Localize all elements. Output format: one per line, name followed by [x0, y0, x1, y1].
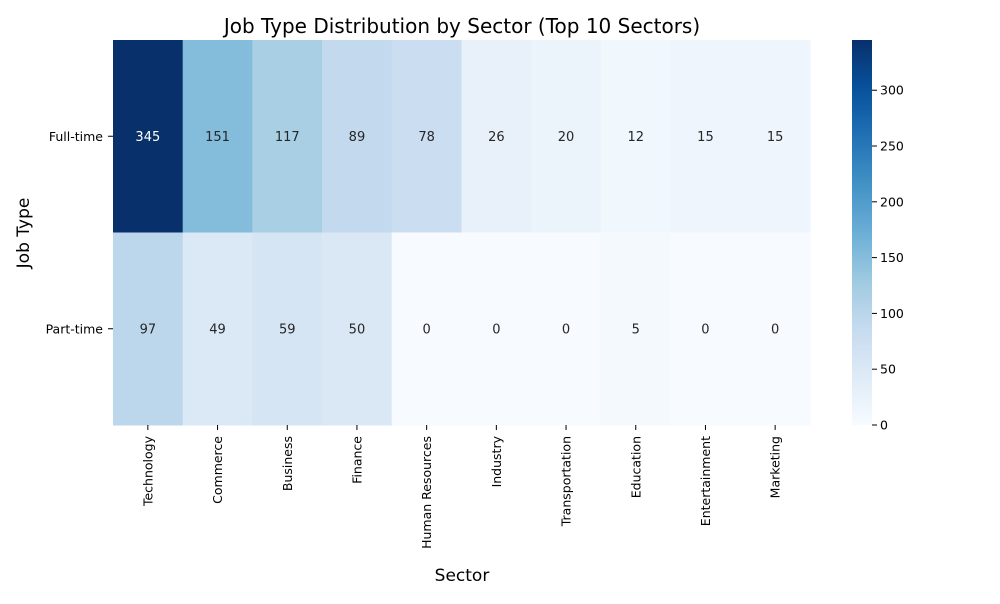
chart-title: Job Type Distribution by Sector (Top 10 … [222, 14, 700, 38]
cell-value-label: 0 [562, 322, 570, 337]
heatmap-cell [113, 40, 184, 233]
y-axis-label: Job Type [14, 198, 34, 270]
y-tick-label: Full-time [49, 129, 103, 144]
x-tick-label: Technology [140, 435, 155, 507]
cell-value-label: 78 [418, 130, 435, 145]
heatmap-cell [670, 40, 741, 233]
heatmap-cell [740, 40, 811, 233]
heatmap-cell [740, 232, 811, 426]
x-tick-label: Education [628, 436, 643, 498]
heatmap-cell [322, 40, 393, 233]
heatmap-cell [322, 232, 393, 426]
heatmap-cell [252, 40, 323, 233]
x-tick-label: Human Resources [419, 436, 434, 549]
cell-value-label: 59 [279, 322, 296, 337]
heatmap-cell [600, 40, 672, 233]
colorbar-tick-label: 50 [880, 362, 896, 377]
cell-value-label: 89 [349, 130, 366, 145]
colorbar-tick-label: 250 [880, 139, 904, 154]
cell-value-label: 151 [205, 130, 230, 145]
cell-value-label: 0 [423, 322, 431, 337]
cell-value-label: 15 [697, 130, 714, 145]
x-tick-label: Entertainment [698, 436, 713, 526]
cell-value-label: 0 [492, 322, 500, 337]
colorbar-tick-label: 100 [880, 306, 904, 321]
x-tick-label: Finance [349, 436, 364, 484]
heatmap-cell [182, 40, 253, 233]
y-tick-label: Part-time [46, 321, 104, 336]
cell-value-label: 97 [140, 322, 157, 337]
heatmap-cell [182, 232, 253, 426]
cell-value-label: 12 [627, 130, 644, 145]
heatmap-cell [461, 40, 532, 233]
heatmap-cell [461, 232, 532, 426]
x-axis-label: Sector [435, 566, 490, 586]
heatmap-cell [113, 232, 184, 426]
cell-value-label: 20 [558, 130, 575, 145]
x-tick-label: Business [280, 436, 295, 491]
x-tick-label: Transportation [559, 436, 574, 527]
heatmap-cell [391, 232, 462, 426]
x-tick-label: Commerce [210, 436, 225, 504]
cell-value-label: 0 [701, 322, 709, 337]
cell-value-label: 26 [488, 130, 505, 145]
heatmap-cell [252, 232, 323, 426]
colorbar-tick-label: 200 [880, 194, 904, 209]
colorbar-tick-label: 150 [880, 250, 904, 265]
cell-value-label: 50 [349, 322, 366, 337]
colorbar-tick-label: 0 [880, 418, 888, 433]
cell-value-label: 5 [632, 322, 640, 337]
heatmap-cell [391, 40, 462, 233]
cell-value-label: 345 [135, 130, 160, 145]
x-tick-label: Marketing [768, 436, 783, 498]
cell-value-label: 0 [771, 322, 779, 337]
heatmap-cell [531, 40, 602, 233]
heatmap-cell [531, 232, 602, 426]
cell-value-label: 117 [275, 130, 300, 145]
colorbar [852, 40, 872, 425]
colorbar-tick-label: 300 [880, 83, 904, 98]
heatmap-cell [670, 232, 741, 426]
cell-value-label: 49 [209, 322, 226, 337]
heatmap-cell [600, 232, 672, 426]
x-tick-label: Industry [489, 435, 504, 487]
cell-value-label: 15 [767, 130, 784, 145]
